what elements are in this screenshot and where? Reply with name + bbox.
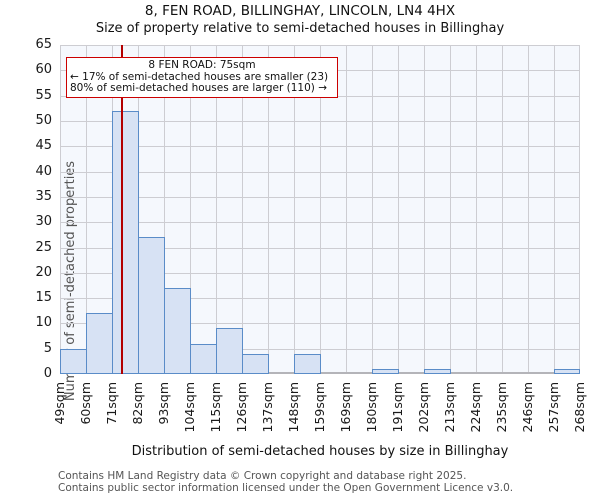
gridline-vertical: [346, 45, 347, 374]
histogram-bar: [242, 353, 269, 374]
histogram-bar: [372, 368, 399, 374]
callout-larger-text: 80% of semi-detached houses are larger (…: [70, 82, 327, 94]
callout-smaller-text: ← 17% of semi-detached houses are smalle…: [70, 70, 329, 83]
histogram-bar: [164, 288, 191, 374]
histogram-bar: [112, 110, 139, 374]
y-tick-label: 5: [43, 340, 52, 356]
gridline-vertical: [372, 45, 373, 374]
y-tick-label: 20: [35, 264, 52, 280]
gridline-vertical: [190, 45, 191, 374]
x-tick-label: 60sqm: [78, 382, 93, 425]
gridline-vertical: [450, 45, 451, 374]
gridline-vertical: [528, 45, 529, 374]
x-tick-label: 213sqm: [442, 382, 457, 433]
x-tick-label: 202sqm: [416, 382, 431, 433]
x-tick-label: 235sqm: [494, 382, 509, 433]
footer: Contains HM Land Registry data © Crown c…: [58, 470, 514, 494]
y-tick-label: 35: [35, 188, 52, 204]
footer-attribution-line-2: Contains public sector information licen…: [58, 481, 514, 494]
x-tick-label: 71sqm: [104, 382, 119, 425]
y-tick-label: 25: [35, 239, 52, 255]
gridline-vertical: [242, 45, 243, 374]
footer-attribution-line-1: Contains HM Land Registry data © Crown c…: [58, 470, 467, 482]
x-tick-label: 49sqm: [52, 382, 67, 425]
histogram-bar: [294, 353, 321, 374]
gridline-vertical: [60, 45, 61, 374]
gridline-vertical: [268, 45, 269, 374]
y-tick-label: 15: [35, 290, 52, 306]
x-tick-label: 257sqm: [546, 382, 561, 433]
x-tick-label: 169sqm: [338, 382, 353, 433]
x-tick-label: 268sqm: [572, 382, 587, 433]
histogram-bar: [554, 368, 580, 374]
gridline-vertical: [86, 45, 87, 374]
gridline-vertical: [216, 45, 217, 374]
y-tick-label: 45: [35, 138, 52, 154]
gridline-vertical: [164, 45, 165, 374]
x-tick-label: 180sqm: [364, 382, 379, 433]
gridline-vertical: [502, 45, 503, 374]
page-title: 8, FEN ROAD, BILLINGHAY, LINCOLN, LN4 4H…: [144, 3, 456, 19]
x-tick-label: 115sqm: [208, 382, 223, 433]
y-tick-label: 50: [35, 112, 52, 128]
property-size-marker-line: [121, 45, 123, 374]
y-tick-label: 10: [35, 315, 52, 331]
histogram-bar: [86, 313, 113, 374]
histogram-bar: [216, 328, 243, 374]
x-axis-ticks: 49sqm 60sqm 71sqm 82sqm 93sqm 104sqm 115sqm 126…: [52, 382, 600, 452]
property-callout: 8 FEN ROAD: 75sqm ← 17% of semi-detached…: [66, 57, 338, 98]
x-tick-label: 191sqm: [390, 382, 405, 433]
y-tick-label: 40: [35, 163, 52, 179]
x-tick-label: 93sqm: [156, 382, 171, 425]
x-tick-label: 126sqm: [234, 382, 249, 433]
x-axis-label: Distribution of semi-detached houses by …: [131, 444, 509, 459]
x-tick-label: 137sqm: [260, 382, 275, 433]
gridline-vertical: [320, 45, 321, 374]
x-tick-label: 246sqm: [520, 382, 535, 433]
y-tick-label: 30: [35, 214, 52, 230]
gridline-vertical: [476, 45, 477, 374]
x-tick-label: 104sqm: [182, 382, 197, 433]
gridline-vertical: [554, 45, 555, 374]
y-tick-label: 0: [43, 366, 52, 381]
gridline-vertical: [294, 45, 295, 374]
x-tick-label: 224sqm: [468, 382, 483, 433]
plot-area: Number of semi-detached properties 8 FEN…: [60, 45, 580, 401]
histogram-bar: [60, 348, 87, 374]
gridline-vertical: [579, 45, 580, 374]
y-tick-label: 55: [35, 87, 52, 103]
y-tick-label: 60: [35, 62, 52, 78]
y-tick-label: 65: [35, 37, 52, 52]
callout-title: 8 FEN ROAD: 75sqm: [148, 59, 256, 71]
x-tick-label: 148sqm: [286, 382, 301, 433]
x-tick-label: 159sqm: [312, 382, 327, 433]
x-tick-label: 82sqm: [130, 382, 145, 425]
histogram-bar: [190, 343, 217, 374]
gridline-vertical: [424, 45, 425, 374]
histogram-bar: [138, 237, 165, 374]
page-subtitle: Size of property relative to semi-detach…: [95, 21, 505, 36]
gridline-vertical: [398, 45, 399, 374]
histogram-bar: [424, 368, 451, 374]
